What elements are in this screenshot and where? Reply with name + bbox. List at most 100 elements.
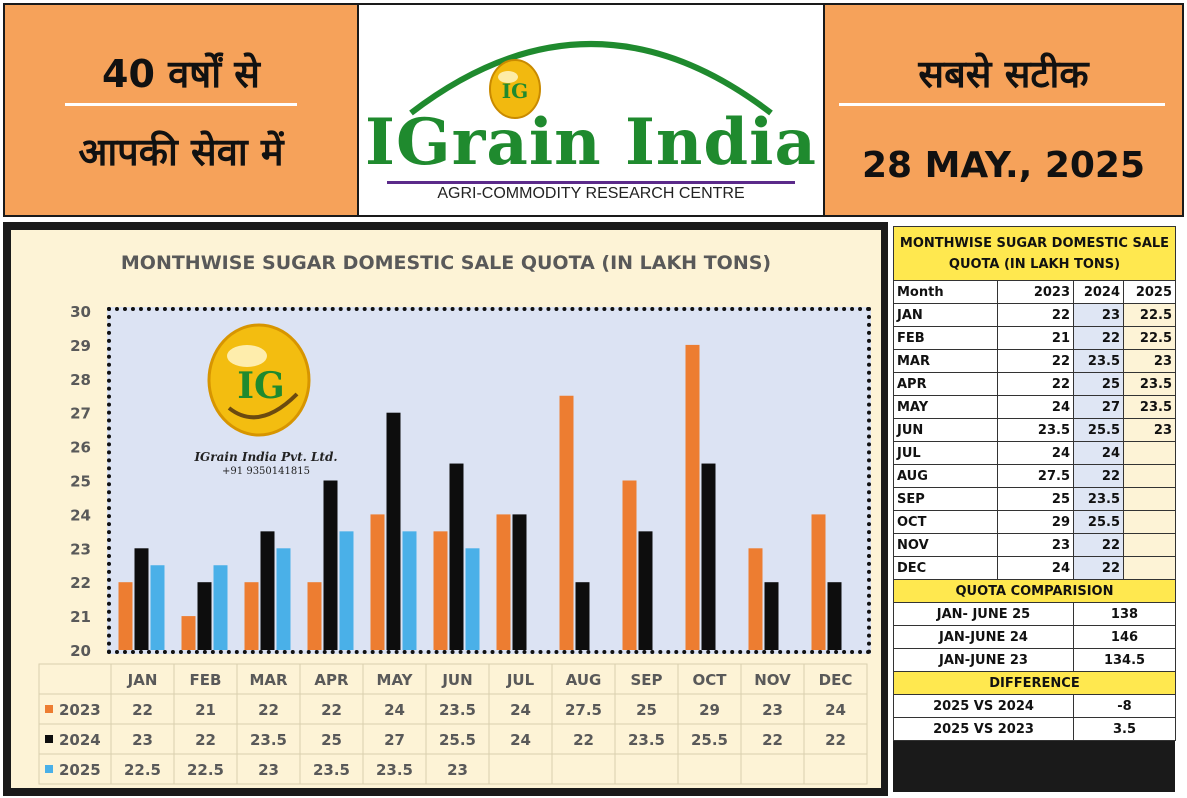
table-cell: AUG bbox=[893, 464, 998, 488]
table-cell: 22 bbox=[1073, 556, 1124, 580]
data-label: 25.5 bbox=[439, 731, 476, 749]
bar-2023-jan bbox=[118, 582, 133, 650]
table-header-cell: 2025 bbox=[1123, 280, 1176, 304]
table-row: MAY 24 27 23.5 bbox=[893, 395, 1176, 419]
data-label: 22 bbox=[573, 731, 594, 749]
data-label: 22 bbox=[321, 701, 342, 719]
table-header-cell: 2024 bbox=[1073, 280, 1124, 304]
data-label: 24 bbox=[510, 701, 531, 719]
table-row: SEP 25 23.5 bbox=[893, 487, 1176, 511]
bar-2024-oct bbox=[701, 463, 716, 650]
tagline-line1: 40 वर्षों से bbox=[102, 52, 260, 96]
watermark-phone: +91 9350141815 bbox=[222, 466, 310, 477]
data-label: 22 bbox=[132, 701, 153, 719]
data-label: 22 bbox=[258, 701, 279, 719]
comparison-title: QUOTA COMPARISION bbox=[893, 579, 1176, 603]
logo-underline bbox=[387, 181, 795, 184]
bar-2024-mar bbox=[260, 531, 275, 650]
header-left-banner: 40 वर्षों से आपकी सेवा में bbox=[3, 3, 359, 217]
bar-2023-oct bbox=[685, 344, 700, 650]
table-header-cell: Month bbox=[893, 280, 998, 304]
data-label: 25.5 bbox=[691, 731, 728, 749]
y-tick-label: 26 bbox=[70, 439, 91, 457]
comparison-row: JAN- JUNE 25 138 bbox=[893, 602, 1176, 626]
data-label: 23.5 bbox=[313, 761, 350, 779]
bar-2024-sep bbox=[638, 531, 653, 650]
logo-block: IG IGrain India AGRI-COMMODITY RESEARCH … bbox=[359, 3, 823, 217]
x-tick-label: OCT bbox=[693, 671, 728, 689]
table-row: AUG 27.5 22 bbox=[893, 464, 1176, 488]
table-title: MONTHWISE SUGAR DOMESTIC SALE QUOTA (IN … bbox=[893, 226, 1176, 281]
data-label: 24 bbox=[384, 701, 405, 719]
table-cell: 24 bbox=[1073, 441, 1124, 465]
data-label: 22 bbox=[195, 731, 216, 749]
data-label: 24 bbox=[825, 701, 846, 719]
data-label: 23.5 bbox=[376, 761, 413, 779]
table-cell: JUN bbox=[893, 418, 998, 442]
x-tick-label: JAN bbox=[127, 671, 158, 689]
data-label: 22 bbox=[762, 731, 783, 749]
watermark-logo-icon: IG bbox=[207, 323, 311, 437]
y-tick-label: 27 bbox=[70, 405, 91, 423]
x-tick-label: JUL bbox=[506, 671, 535, 689]
table-cell: NOV bbox=[893, 533, 998, 557]
table-row: APR 22 25 23.5 bbox=[893, 372, 1176, 396]
x-tick-label: AUG bbox=[566, 671, 602, 689]
watermark-company: IGrain India Pvt. Ltd. bbox=[194, 450, 338, 464]
chart-title: MONTHWISE SUGAR DOMESTIC SALE QUOTA (IN … bbox=[120, 252, 772, 274]
table-cell: 22 bbox=[1073, 464, 1124, 488]
tagline-accuracy: सबसे सटीक bbox=[918, 52, 1089, 96]
table-row: FEB 21 22 22.5 bbox=[893, 326, 1176, 350]
table-cell: 22.5 bbox=[1123, 303, 1176, 327]
x-tick-label: SEP bbox=[630, 671, 662, 689]
y-tick-label: 30 bbox=[70, 303, 91, 321]
bar-2023-feb bbox=[181, 616, 196, 650]
table-cell: JUL bbox=[893, 441, 998, 465]
y-tick-label: 25 bbox=[70, 473, 91, 491]
table-cell: 23 bbox=[1073, 303, 1124, 327]
table-cell: 22 bbox=[997, 372, 1074, 396]
data-table-panel: MONTHWISE SUGAR DOMESTIC SALE QUOTA (IN … bbox=[893, 226, 1176, 792]
legend-label-2023: 2023 bbox=[59, 701, 101, 719]
table-cell: 22 bbox=[1073, 533, 1124, 557]
tagline-line2: आपकी सेवा में bbox=[78, 130, 284, 174]
data-label: 22 bbox=[825, 731, 846, 749]
x-tick-label: JUN bbox=[441, 671, 472, 689]
data-label: 27.5 bbox=[565, 701, 602, 719]
data-label: 22.5 bbox=[187, 761, 224, 779]
comparison-title-row: QUOTA COMPARISION bbox=[893, 579, 1176, 603]
x-tick-label: DEC bbox=[819, 671, 853, 689]
table-cell: 24 bbox=[997, 441, 1074, 465]
table-cell: 25.5 bbox=[1073, 510, 1124, 534]
table-cell: 25 bbox=[1073, 372, 1124, 396]
table-row: JUN 23.5 25.5 23 bbox=[893, 418, 1176, 442]
x-tick-label: MAR bbox=[249, 671, 288, 689]
data-label: 23 bbox=[447, 761, 468, 779]
bar-2023-apr bbox=[307, 582, 322, 650]
y-tick-label: 24 bbox=[70, 506, 91, 524]
report-date: 28 MAY., 2025 bbox=[861, 145, 1146, 186]
x-tick-label: FEB bbox=[190, 671, 222, 689]
data-label: 23.5 bbox=[250, 731, 287, 749]
table-cell: 23 bbox=[1123, 418, 1176, 442]
difference-label: 2025 VS 2023 bbox=[893, 717, 1074, 741]
y-tick-label: 21 bbox=[70, 608, 91, 626]
data-label: 25 bbox=[636, 701, 657, 719]
logo-title: IGrain India bbox=[365, 105, 817, 180]
table-cell: 23.5 bbox=[1073, 349, 1124, 373]
comparison-label: JAN- JUNE 25 bbox=[893, 602, 1074, 626]
legend-label-2024: 2024 bbox=[59, 731, 101, 749]
x-tick-label: APR bbox=[314, 671, 349, 689]
table-cell: 27.5 bbox=[997, 464, 1074, 488]
comparison-value: 138 bbox=[1073, 602, 1176, 626]
data-label: 23 bbox=[258, 761, 279, 779]
table-cell: 23.5 bbox=[997, 418, 1074, 442]
table-cell: 23 bbox=[1123, 349, 1176, 373]
table-cell bbox=[1123, 441, 1176, 465]
table-row: OCT 29 25.5 bbox=[893, 510, 1176, 534]
bar-2023-mar bbox=[244, 582, 259, 650]
data-label: 24 bbox=[510, 731, 531, 749]
table-cell: JAN bbox=[893, 303, 998, 327]
table-row: NOV 23 22 bbox=[893, 533, 1176, 557]
data-label: 23 bbox=[762, 701, 783, 719]
